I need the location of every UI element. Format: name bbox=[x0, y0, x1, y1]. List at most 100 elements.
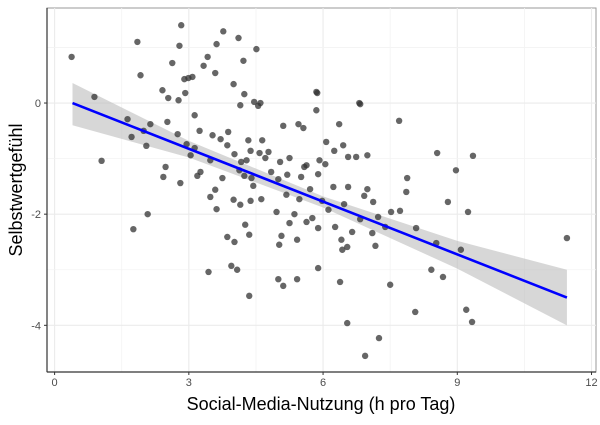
confidence-band-area bbox=[72, 83, 567, 326]
data-point bbox=[183, 140, 190, 148]
y-tick-label: -4 bbox=[31, 320, 41, 332]
data-point bbox=[344, 153, 352, 161]
data-point bbox=[165, 94, 172, 102]
data-point bbox=[246, 292, 253, 300]
data-point bbox=[313, 107, 320, 114]
data-point bbox=[322, 160, 329, 168]
data-point bbox=[162, 163, 169, 171]
data-point bbox=[291, 210, 298, 218]
data-point bbox=[159, 87, 166, 94]
data-point bbox=[283, 191, 290, 198]
data-point bbox=[267, 168, 275, 176]
data-point bbox=[403, 188, 410, 196]
data-point bbox=[68, 53, 75, 61]
data-point bbox=[340, 200, 348, 208]
plot-panel bbox=[46, 7, 597, 373]
data-point bbox=[237, 201, 244, 208]
data-point bbox=[205, 268, 212, 276]
data-point bbox=[240, 57, 247, 64]
data-point bbox=[331, 147, 338, 155]
data-point bbox=[322, 138, 330, 146]
data-point bbox=[344, 183, 352, 191]
data-point bbox=[295, 120, 302, 128]
data-point bbox=[286, 219, 293, 227]
data-point bbox=[169, 59, 176, 67]
data-point bbox=[204, 53, 211, 61]
data-point bbox=[212, 69, 219, 77]
data-point bbox=[247, 147, 254, 155]
data-point bbox=[189, 73, 196, 81]
data-point bbox=[164, 118, 171, 126]
data-point bbox=[325, 206, 332, 213]
data-point bbox=[303, 162, 310, 169]
data-point bbox=[276, 158, 284, 166]
data-point bbox=[563, 234, 571, 242]
data-point bbox=[464, 208, 472, 216]
data-point bbox=[265, 148, 272, 156]
data-point bbox=[262, 154, 269, 162]
data-point bbox=[228, 262, 235, 270]
data-point bbox=[275, 175, 282, 183]
data-point bbox=[196, 127, 203, 135]
data-point bbox=[361, 352, 369, 360]
data-point bbox=[468, 318, 476, 326]
data-point bbox=[313, 88, 320, 96]
data-point bbox=[286, 154, 293, 162]
data-point bbox=[147, 120, 154, 128]
ticks: 0 3 6 9 12 0 -2 -4 bbox=[31, 98, 597, 389]
data-point bbox=[224, 142, 231, 149]
data-point bbox=[134, 38, 141, 46]
x-tick-label: 0 bbox=[52, 377, 58, 389]
data-point bbox=[176, 42, 183, 49]
data-point bbox=[143, 142, 150, 150]
data-point bbox=[336, 278, 344, 286]
data-point bbox=[344, 243, 351, 251]
data-point bbox=[364, 152, 371, 159]
data-point bbox=[339, 246, 346, 253]
data-point bbox=[316, 157, 323, 164]
data-point bbox=[242, 221, 249, 228]
data-point bbox=[191, 112, 198, 119]
data-point bbox=[182, 89, 189, 97]
confidence-band bbox=[72, 83, 567, 326]
data-point bbox=[331, 223, 339, 231]
y-axis-label: Selbstwertgefühl bbox=[6, 123, 26, 256]
data-point bbox=[395, 117, 403, 125]
data-point bbox=[352, 153, 360, 161]
data-point bbox=[314, 224, 322, 232]
data-point bbox=[178, 22, 185, 29]
data-point bbox=[144, 210, 151, 218]
data-point bbox=[98, 157, 105, 165]
data-point bbox=[452, 167, 460, 174]
data-point bbox=[463, 306, 470, 313]
regression-line bbox=[72, 101, 568, 299]
data-point bbox=[257, 99, 264, 107]
data-point bbox=[309, 214, 316, 222]
data-point bbox=[225, 128, 232, 136]
data-point bbox=[174, 130, 181, 138]
data-point bbox=[280, 122, 287, 130]
data-point bbox=[412, 224, 420, 232]
data-point bbox=[375, 334, 383, 342]
data-point bbox=[387, 208, 395, 216]
data-point bbox=[303, 218, 310, 226]
data-point bbox=[243, 157, 250, 164]
data-point bbox=[374, 213, 382, 221]
data-point bbox=[230, 80, 237, 88]
data-point bbox=[258, 195, 265, 203]
x-tick-label: 12 bbox=[585, 377, 597, 389]
data-point bbox=[278, 232, 285, 240]
data-point bbox=[444, 198, 452, 206]
y-tick-label: 0 bbox=[35, 98, 41, 110]
data-point bbox=[253, 45, 260, 53]
data-point bbox=[231, 150, 238, 158]
data-point bbox=[335, 120, 343, 128]
data-point bbox=[124, 115, 131, 123]
data-point bbox=[284, 171, 291, 178]
data-point bbox=[369, 198, 377, 206]
data-point bbox=[300, 124, 307, 132]
data-point bbox=[200, 62, 207, 69]
data-point bbox=[246, 231, 253, 238]
data-point bbox=[247, 197, 254, 205]
